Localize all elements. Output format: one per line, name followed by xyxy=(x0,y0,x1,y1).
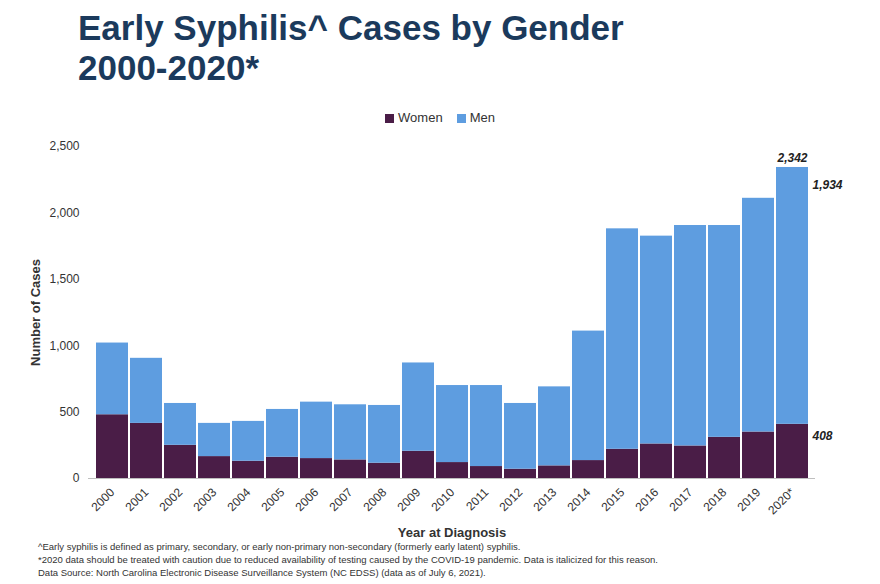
svg-text:2012: 2012 xyxy=(497,485,526,514)
svg-text:2016: 2016 xyxy=(633,485,662,514)
svg-text:2011: 2011 xyxy=(463,485,491,513)
svg-text:1,500: 1,500 xyxy=(49,272,79,286)
svg-text:0: 0 xyxy=(73,471,80,485)
svg-text:2013: 2013 xyxy=(531,485,560,514)
svg-text:2001: 2001 xyxy=(123,485,152,514)
svg-text:2018: 2018 xyxy=(701,485,730,514)
svg-text:2003: 2003 xyxy=(191,485,220,514)
html-text:Early Syphilis^ Cases by Gende: Early Syphilis^ Cases by Gender 2000-202… xyxy=(78,8,624,87)
svg-text:2,000: 2,000 xyxy=(49,206,79,220)
svg-text:Year at Diagnosis: Year at Diagnosis xyxy=(398,525,506,540)
svg-text:Number of Cases: Number of Cases xyxy=(28,259,43,366)
html-text:Women: Women xyxy=(398,109,443,125)
svg-text:500: 500 xyxy=(59,405,79,419)
svg-text:1,000: 1,000 xyxy=(49,339,79,353)
svg-text:2014: 2014 xyxy=(565,485,594,514)
svg-text:2005: 2005 xyxy=(259,485,288,514)
html-text:Men: Men xyxy=(469,109,495,125)
svg-text:2006: 2006 xyxy=(293,485,322,514)
svg-text:2,500: 2,500 xyxy=(49,139,79,153)
svg-text:1,934: 1,934 xyxy=(813,178,843,192)
svg-text:2017: 2017 xyxy=(667,485,696,514)
svg-text:2004: 2004 xyxy=(225,485,254,514)
html-text:^Early syphilis is defined as: ^Early syphilis is defined as primary, s… xyxy=(38,541,521,552)
svg-text:2019: 2019 xyxy=(735,485,764,514)
svg-text:2010: 2010 xyxy=(429,485,458,514)
html-text:Data Source: North Carolina El: Data Source: North Carolina Electronic D… xyxy=(38,567,486,578)
svg-text:408: 408 xyxy=(812,429,833,443)
svg-text:2009: 2009 xyxy=(395,485,424,514)
svg-text:2015: 2015 xyxy=(599,485,628,514)
svg-text:2,342: 2,342 xyxy=(776,151,807,165)
svg-text:2002: 2002 xyxy=(157,485,186,514)
svg-text:2008: 2008 xyxy=(361,485,390,514)
svg-text:2007: 2007 xyxy=(327,485,356,514)
html-text:*2020 data should be treated w: *2020 data should be treated with cautio… xyxy=(38,554,658,565)
svg-text:2000: 2000 xyxy=(89,485,118,514)
svg-text:2020*: 2020* xyxy=(765,485,797,517)
